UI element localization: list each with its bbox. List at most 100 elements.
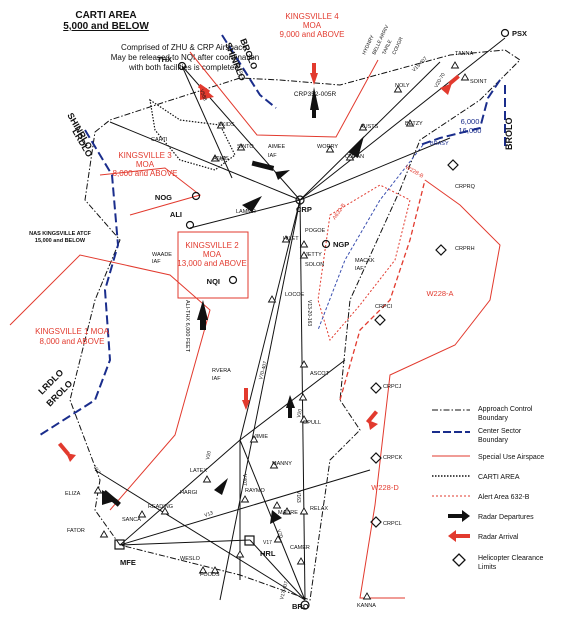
legend-label: Helicopter Clearance (478, 555, 543, 562)
moa-label: 8,000 and ABOVE (40, 337, 105, 346)
warning-area-w228 (359, 179, 501, 599)
ali-thx-altitude-label: ALI-THX 6,000 FEET (184, 300, 190, 353)
fix-label: CAMER (290, 545, 310, 551)
moa-label: 9,000 and ABOVE (280, 30, 345, 39)
fix-label: SOINT (470, 79, 487, 85)
fix-label: LAMMR (236, 209, 256, 215)
route-label: V17 (91, 465, 101, 476)
fix-label: BRASY (430, 141, 449, 147)
fix-label: FATOR (67, 528, 85, 534)
nog-airport-icon (191, 191, 201, 201)
carti-header: CARTI AREA 5,000 and BELOW (46, 10, 166, 32)
fix-label: CARTI (151, 137, 168, 143)
legend-label: Radar Departures (478, 514, 534, 521)
alert-area-632b-route (317, 144, 424, 331)
bro-airport-icon (300, 600, 310, 610)
fix-triangle-icon (210, 154, 220, 162)
fix-label: WORRY (317, 144, 338, 150)
carti-note-line: Comprised of ZHU & CRP Airspace. (121, 43, 249, 52)
moa-kingsville-1 (9, 254, 211, 511)
fix-label: SANCA (122, 517, 141, 523)
psx-airport-icon (500, 28, 510, 38)
route-label: V20 (205, 450, 213, 460)
legend-label: CARTI AREA (478, 474, 520, 481)
carti-title: CARTI AREA (75, 10, 137, 21)
fix-label: ATHIS (213, 156, 229, 162)
fix-triangle-icon (460, 73, 470, 81)
legend-arrival-arrow-icon (448, 530, 470, 542)
airport-label: THX (157, 55, 172, 64)
fix-label: JIMIE (254, 434, 268, 440)
route-label: V17-407 (279, 580, 290, 600)
fix-triangle-icon (137, 510, 147, 518)
fix-triangle-icon (298, 393, 308, 401)
legend-helicopter-icon (452, 553, 466, 567)
airport-label: PSX (512, 29, 527, 38)
moa-label: KINGSVILLE 1 MOA (35, 327, 109, 336)
betzy-alt: 6,000 (461, 117, 480, 126)
fix-label: COPAN (345, 154, 364, 160)
fix-label: RVERA (212, 368, 231, 374)
fix-label: SOLON (305, 262, 324, 268)
fix-label: CRPRQ (455, 184, 476, 190)
moa-kingsville-2 (177, 231, 249, 299)
moa-kingsville-4 (189, 51, 379, 138)
center-sector-boundary (39, 129, 120, 436)
fix-triangle-icon (299, 507, 309, 515)
route-label: V15-407 (411, 56, 429, 74)
airport-label: NOG (155, 193, 172, 202)
fix-label: LATEX (190, 468, 207, 474)
sector-fix-label: COUGR (391, 36, 404, 56)
moa-label: KINGSVILLE 4 (285, 12, 339, 21)
fix-label: TANNA (455, 51, 474, 57)
fix-label: IAF (268, 153, 277, 159)
fix-label: CRPRH (455, 246, 475, 252)
fix-triangle-icon (272, 501, 282, 509)
legend-label: Radar Arrival (478, 534, 519, 541)
atcf-label: NAS KINGSVILLE ATCF (29, 231, 91, 237)
fix-label: HRL (260, 549, 276, 558)
warning-area-label: W228-A (426, 289, 453, 298)
fix-label: RAYMO (245, 488, 265, 494)
fix-triangle-icon (345, 153, 355, 161)
fix-label: CRPCK (383, 455, 403, 461)
fix-triangle-icon (198, 566, 208, 574)
fix-triangle-icon (358, 123, 368, 131)
airport-symbols (114, 28, 510, 610)
fix-triangle-icon (160, 507, 170, 515)
fix-triangle-icon (93, 486, 103, 494)
fix-triangle-icon (299, 251, 309, 259)
w228-boundary (339, 179, 426, 401)
fix-label: CRPCL (383, 521, 402, 527)
fix-triangle-icon (325, 145, 335, 153)
moa-label: MOA (136, 160, 155, 169)
ngp-airport-icon (321, 239, 331, 249)
moa-label: KINGSVILLE 3 (118, 151, 172, 160)
airways (94, 37, 506, 601)
mfe-airport-icon (114, 539, 125, 550)
fix-label: MANNY (272, 461, 292, 467)
route-label: V588 (198, 89, 208, 102)
fix-label: READING (148, 504, 173, 510)
fix-label: ELIZA (65, 491, 81, 497)
fix-label: OPULL (303, 420, 321, 426)
legend-label: Limits (478, 564, 497, 571)
moa-kingsville-3 (99, 167, 202, 216)
legend-label: Boundary (478, 415, 508, 422)
hrl-airport-icon (244, 535, 255, 546)
center-sector-boundary (221, 34, 277, 109)
fix-triangle-icon (296, 557, 306, 565)
route-label: V13 (204, 510, 215, 519)
fix-label: CRP (296, 205, 312, 214)
carti-subtitle: 5,000 and BELOW (63, 21, 149, 32)
fix-label: POGOE (305, 228, 326, 234)
betzy-alt: 16,000 (459, 126, 482, 135)
legend-label: Boundary (478, 437, 508, 444)
fix-label: WAADE (152, 252, 172, 258)
fix-label: WESLO (180, 556, 201, 562)
legend-label: Center Sector (478, 428, 522, 435)
radar-arrival-arrows (57, 63, 460, 462)
fix-label: CRPCJ (383, 384, 402, 390)
fix-triangle-icon (202, 475, 212, 483)
atcf-label: 15,000 and BELOW (35, 238, 86, 244)
